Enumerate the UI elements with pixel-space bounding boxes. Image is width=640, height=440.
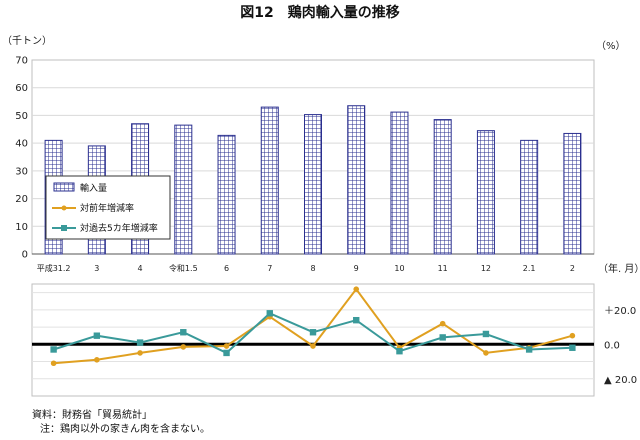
- x-tick-label: 9: [354, 264, 359, 273]
- x-tick-label: 2.1: [523, 264, 536, 273]
- data-point: [569, 332, 576, 339]
- data-point: [353, 286, 360, 292]
- data-point: [223, 343, 230, 349]
- data-point: [483, 350, 489, 356]
- bar-y-tick-label: 0: [22, 250, 28, 261]
- bar: [217, 134, 236, 255]
- right-axis-unit: （%）: [596, 40, 626, 52]
- x-tick-label: 10: [394, 264, 404, 273]
- data-point: [439, 334, 446, 341]
- bar-y-tick-label: 30: [15, 166, 28, 177]
- line-y-axis: ＋20.0 0.0 ▲ 20.0: [604, 306, 637, 386]
- x-tick-label: 6: [224, 264, 229, 273]
- chart-title: 図12 鶏肉輸入量の推移: [240, 4, 399, 21]
- bar-y-tick-label: 70: [15, 56, 28, 67]
- bar: [433, 119, 452, 255]
- x-tick-label: 7: [267, 264, 272, 273]
- x-tick-label: 令和1.5: [169, 263, 198, 273]
- legend: 輸入量 対前年増減率 対過去5カ年増減率: [45, 175, 171, 240]
- source-note: 資料：財務省「貿易統計」: [32, 408, 152, 421]
- data-point: [223, 349, 230, 357]
- x-tick-label: 2: [570, 264, 575, 273]
- legend-bar-swatch: [53, 182, 75, 192]
- bar-y-tick-label: 60: [15, 83, 28, 94]
- line-series: [50, 286, 576, 367]
- data-point: [310, 343, 316, 349]
- data-point: [180, 344, 187, 350]
- bar: [347, 105, 366, 255]
- footnote: 注：鶏肉以外の家きん肉を含まない。: [40, 422, 210, 435]
- bar: [390, 111, 409, 255]
- bar-y-axis: 0 10 20 30 40 50 60 70: [15, 56, 28, 261]
- bar: [520, 139, 539, 255]
- bar-y-tick-label: 50: [15, 111, 28, 122]
- line-y-tick-label: ＋20.0: [604, 306, 636, 317]
- data-point: [136, 339, 144, 346]
- legend-line2-label: 対過去5カ年増減率: [80, 222, 158, 234]
- series-line: [53, 287, 573, 365]
- bar: [260, 106, 279, 255]
- x-tick-label: 平成31.2: [37, 263, 71, 273]
- data-point: [50, 360, 57, 367]
- line-y-tick-label: 0.0: [604, 340, 620, 351]
- line-plot-area: [31, 283, 595, 397]
- bar: [304, 114, 322, 255]
- legend-line2-marker: [61, 225, 67, 231]
- data-point: [266, 310, 273, 317]
- x-axis: 平成31.2 3 4 令和1.5 6 7 8 9 10 11 12 2.1 2: [37, 263, 575, 273]
- bar-y-tick-label: 10: [15, 222, 28, 233]
- bar: [563, 132, 582, 255]
- data-point: [94, 357, 100, 363]
- x-tick-label: 4: [138, 264, 143, 273]
- x-axis-unit: （年. 月）: [598, 262, 640, 275]
- data-point: [525, 346, 533, 353]
- data-point: [482, 330, 490, 338]
- x-tick-label: 8: [310, 264, 315, 273]
- line-gridlines: [32, 292, 594, 380]
- data-point: [439, 320, 446, 327]
- x-tick-label: 12: [481, 264, 491, 273]
- left-axis-unit: （千トン）: [2, 35, 52, 47]
- bar: [174, 124, 193, 255]
- legend-line1-label: 対前年増減率: [80, 202, 134, 214]
- line-y-tick-label: ▲ 20.0: [604, 375, 637, 386]
- data-point: [309, 329, 317, 336]
- legend-line1-marker: [61, 205, 67, 211]
- bar-y-tick-label: 40: [15, 139, 28, 150]
- data-point: [137, 350, 143, 356]
- data-point: [569, 344, 576, 351]
- legend-bar-label: 輸入量: [80, 182, 107, 194]
- data-point: [396, 348, 403, 355]
- bar: [476, 130, 495, 255]
- data-point: [180, 329, 187, 336]
- x-tick-label: 3: [94, 264, 99, 273]
- data-point: [93, 332, 101, 339]
- data-point: [50, 346, 57, 353]
- data-point: [353, 316, 360, 324]
- x-tick-label: 11: [438, 264, 448, 273]
- bar-y-tick-label: 20: [15, 194, 28, 205]
